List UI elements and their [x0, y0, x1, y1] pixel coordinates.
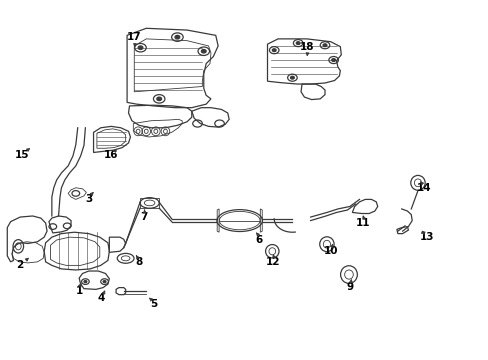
Text: 7: 7	[140, 212, 147, 222]
Circle shape	[84, 280, 87, 283]
Circle shape	[296, 42, 300, 45]
Circle shape	[175, 35, 180, 39]
Text: 4: 4	[97, 293, 104, 303]
Text: 1: 1	[75, 286, 82, 296]
Text: 6: 6	[255, 235, 262, 245]
Circle shape	[331, 59, 335, 62]
Circle shape	[290, 76, 294, 79]
Text: 16: 16	[104, 150, 118, 159]
Text: 14: 14	[416, 183, 430, 193]
Text: 18: 18	[299, 42, 313, 51]
Text: 12: 12	[265, 257, 280, 267]
Circle shape	[157, 97, 161, 100]
Text: 3: 3	[85, 194, 92, 204]
Text: 8: 8	[135, 257, 142, 267]
Circle shape	[272, 49, 276, 51]
Text: 15: 15	[14, 150, 29, 159]
Circle shape	[138, 46, 142, 49]
Text: 5: 5	[149, 299, 157, 309]
Text: 11: 11	[355, 218, 370, 228]
Circle shape	[323, 44, 326, 47]
Text: 2: 2	[16, 260, 23, 270]
Text: 17: 17	[127, 32, 142, 42]
Text: 13: 13	[419, 232, 433, 242]
Text: 10: 10	[323, 246, 337, 256]
Text: 9: 9	[346, 282, 353, 292]
Circle shape	[103, 280, 106, 283]
Circle shape	[201, 49, 206, 53]
